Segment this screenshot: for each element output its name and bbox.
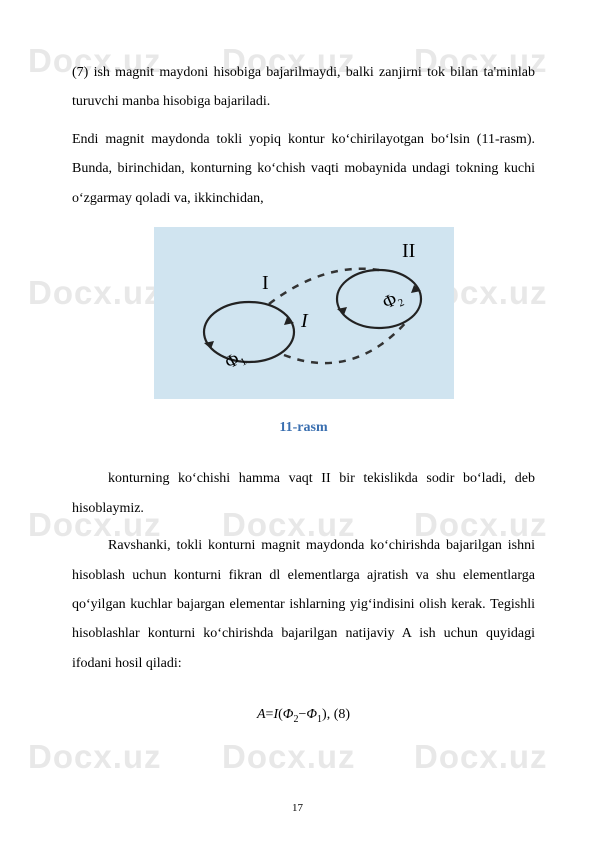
watermark-12: Docx.uz (414, 738, 548, 776)
dash-top (269, 269, 379, 304)
formula-phi2: Φ (283, 707, 294, 722)
formula-eqnum: (8) (334, 707, 350, 722)
label-roman-1: I (262, 272, 269, 294)
formula-A: A (257, 707, 266, 722)
loop-1 (204, 302, 294, 362)
equation-8: A=I(Φ2−Φ1), (8) (72, 700, 535, 730)
watermark-10: Docx.uz (28, 738, 162, 776)
paragraph-2: Endi magnit maydonda tokli yopiq kontur … (72, 125, 535, 213)
paragraph-4: Ravshanki, tokli konturni magnit maydond… (72, 531, 535, 678)
label-phi2: Φ₂ (379, 286, 405, 312)
paragraph-1: (7) ish magnit maydoni hisobiga bajarilm… (72, 58, 535, 117)
watermark-11: Docx.uz (222, 738, 356, 776)
figure-11: I II I Φ₁ Φ₂ (154, 227, 454, 399)
figure-svg: I II I Φ₁ Φ₂ (154, 227, 454, 399)
figure-caption: 11-rasm (72, 413, 535, 442)
paragraph-3: konturning koʻchishi hamma vaqt II bir t… (72, 464, 535, 523)
formula-phi1: Φ (306, 707, 317, 722)
figure-container: I II I Φ₁ Φ₂ (72, 227, 535, 399)
loop-2 (337, 270, 421, 328)
formula-comma: , (327, 707, 331, 722)
page-number: 17 (0, 802, 595, 814)
label-phi1: Φ₁ (221, 346, 248, 373)
label-current: I (300, 310, 309, 332)
label-roman-2: II (402, 240, 415, 262)
page-content: (7) ish magnit maydoni hisobiga bajarilm… (0, 0, 595, 730)
